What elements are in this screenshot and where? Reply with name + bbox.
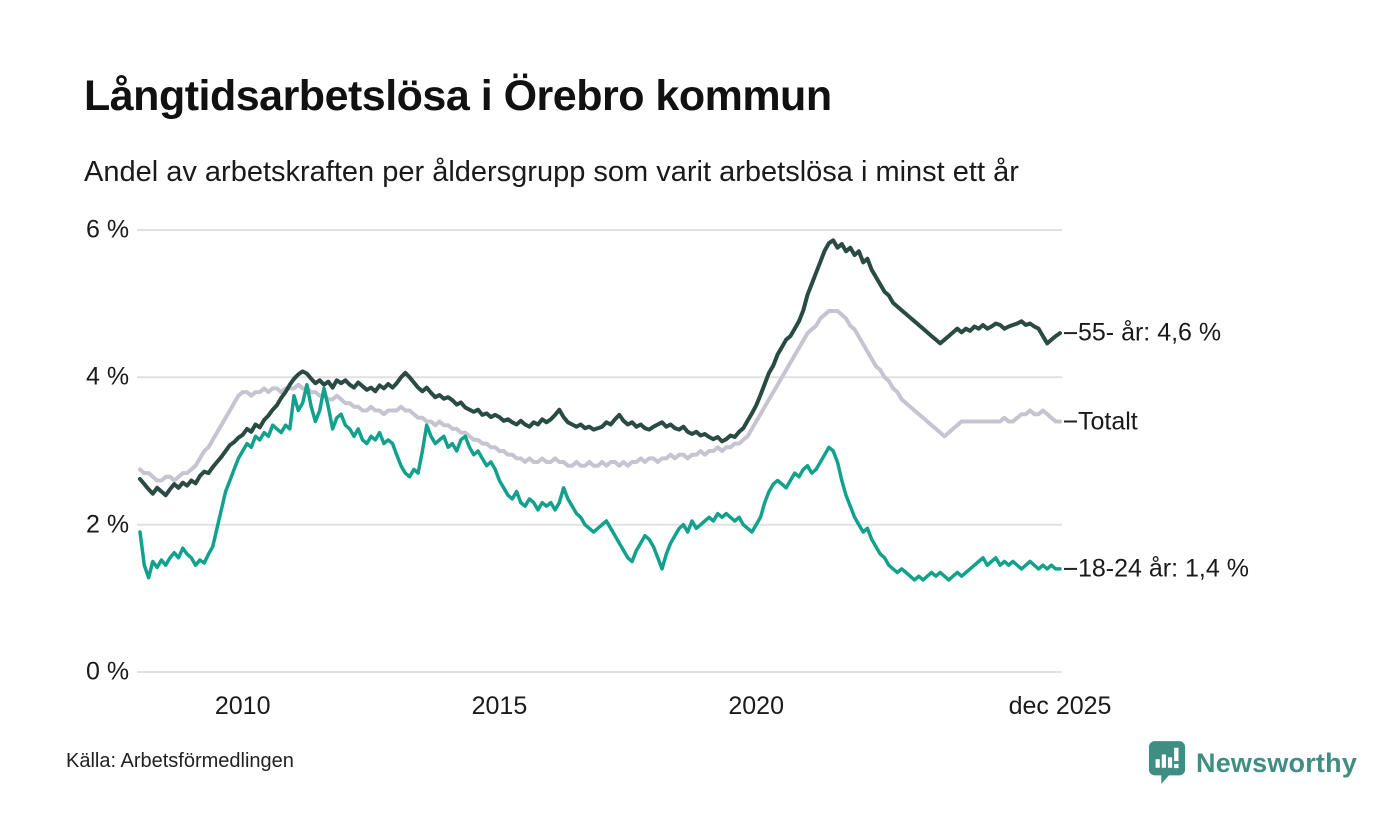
series-line [138,238,1062,498]
newsworthy-bubble-chart-icon [1148,741,1186,784]
series-end-label: 18-24 år: 1,4 % [1078,554,1249,583]
y-axis-tick-label: 0 % [86,657,130,686]
series-line [138,309,1062,483]
y-axis-tick-label: 6 % [86,215,130,244]
page-title: Långtidsarbetslösa i Örebro kommun [84,72,832,120]
series-line [138,382,1062,582]
newsworthy-logo-text: Newsworthy [1196,747,1358,778]
x-axis-tick-label: 2020 [728,692,784,720]
y-axis-tick-label: 2 % [86,510,130,539]
x-axis-tick-label: 2010 [214,692,271,720]
series-end-label: Totalt [1078,407,1138,436]
chart-subtitle: Andel av arbetskraften per åldersgrupp s… [84,156,1019,188]
newsworthy-logo[interactable]: Newsworthy [1148,740,1357,786]
series-end-label: 55- år: 4,6 % [1078,318,1222,347]
y-axis-tick-label: 4 % [86,362,130,391]
source-note: Källa: Arbetsförmedlingen [66,750,294,772]
x-axis-tick-label: dec 2025 [1008,692,1112,720]
x-axis-tick-label: 2015 [471,692,528,720]
